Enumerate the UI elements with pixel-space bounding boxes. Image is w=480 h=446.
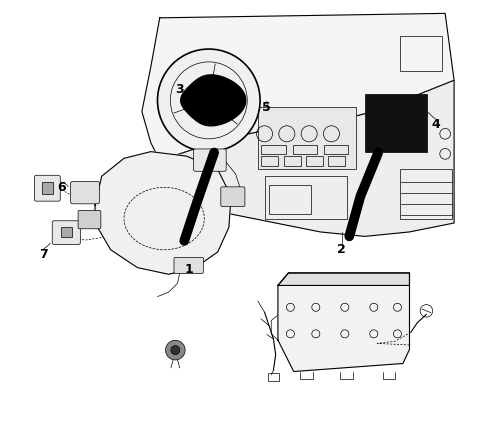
Bar [400,36,442,71]
FancyBboxPatch shape [174,257,204,273]
FancyBboxPatch shape [193,149,226,171]
Polygon shape [278,273,409,372]
Bar [284,156,300,166]
Bar [42,182,53,194]
Polygon shape [278,273,409,285]
Bar [400,169,452,219]
Bar [268,373,279,381]
Polygon shape [95,152,231,274]
Bar [60,227,72,237]
Text: 5: 5 [263,100,271,114]
Bar [328,156,345,166]
Bar [365,94,427,152]
Polygon shape [180,75,246,126]
FancyBboxPatch shape [71,182,99,204]
FancyBboxPatch shape [78,211,101,229]
Text: 1: 1 [184,263,193,277]
Polygon shape [151,80,454,236]
Text: 3: 3 [176,83,184,96]
Bar [269,185,312,214]
Text: 7: 7 [39,248,48,261]
Circle shape [157,49,260,152]
Bar [262,145,286,154]
Bar [293,145,317,154]
Text: 2: 2 [337,243,346,256]
Bar [306,156,323,166]
Circle shape [171,346,180,355]
FancyBboxPatch shape [221,187,245,206]
FancyBboxPatch shape [52,221,80,244]
Text: 6: 6 [57,181,66,194]
Bar [258,107,356,169]
Bar [264,176,347,219]
Polygon shape [142,13,454,161]
Bar [262,156,278,166]
Bar [324,145,348,154]
Circle shape [166,340,185,360]
FancyBboxPatch shape [35,175,60,201]
Text: 4: 4 [432,118,441,132]
